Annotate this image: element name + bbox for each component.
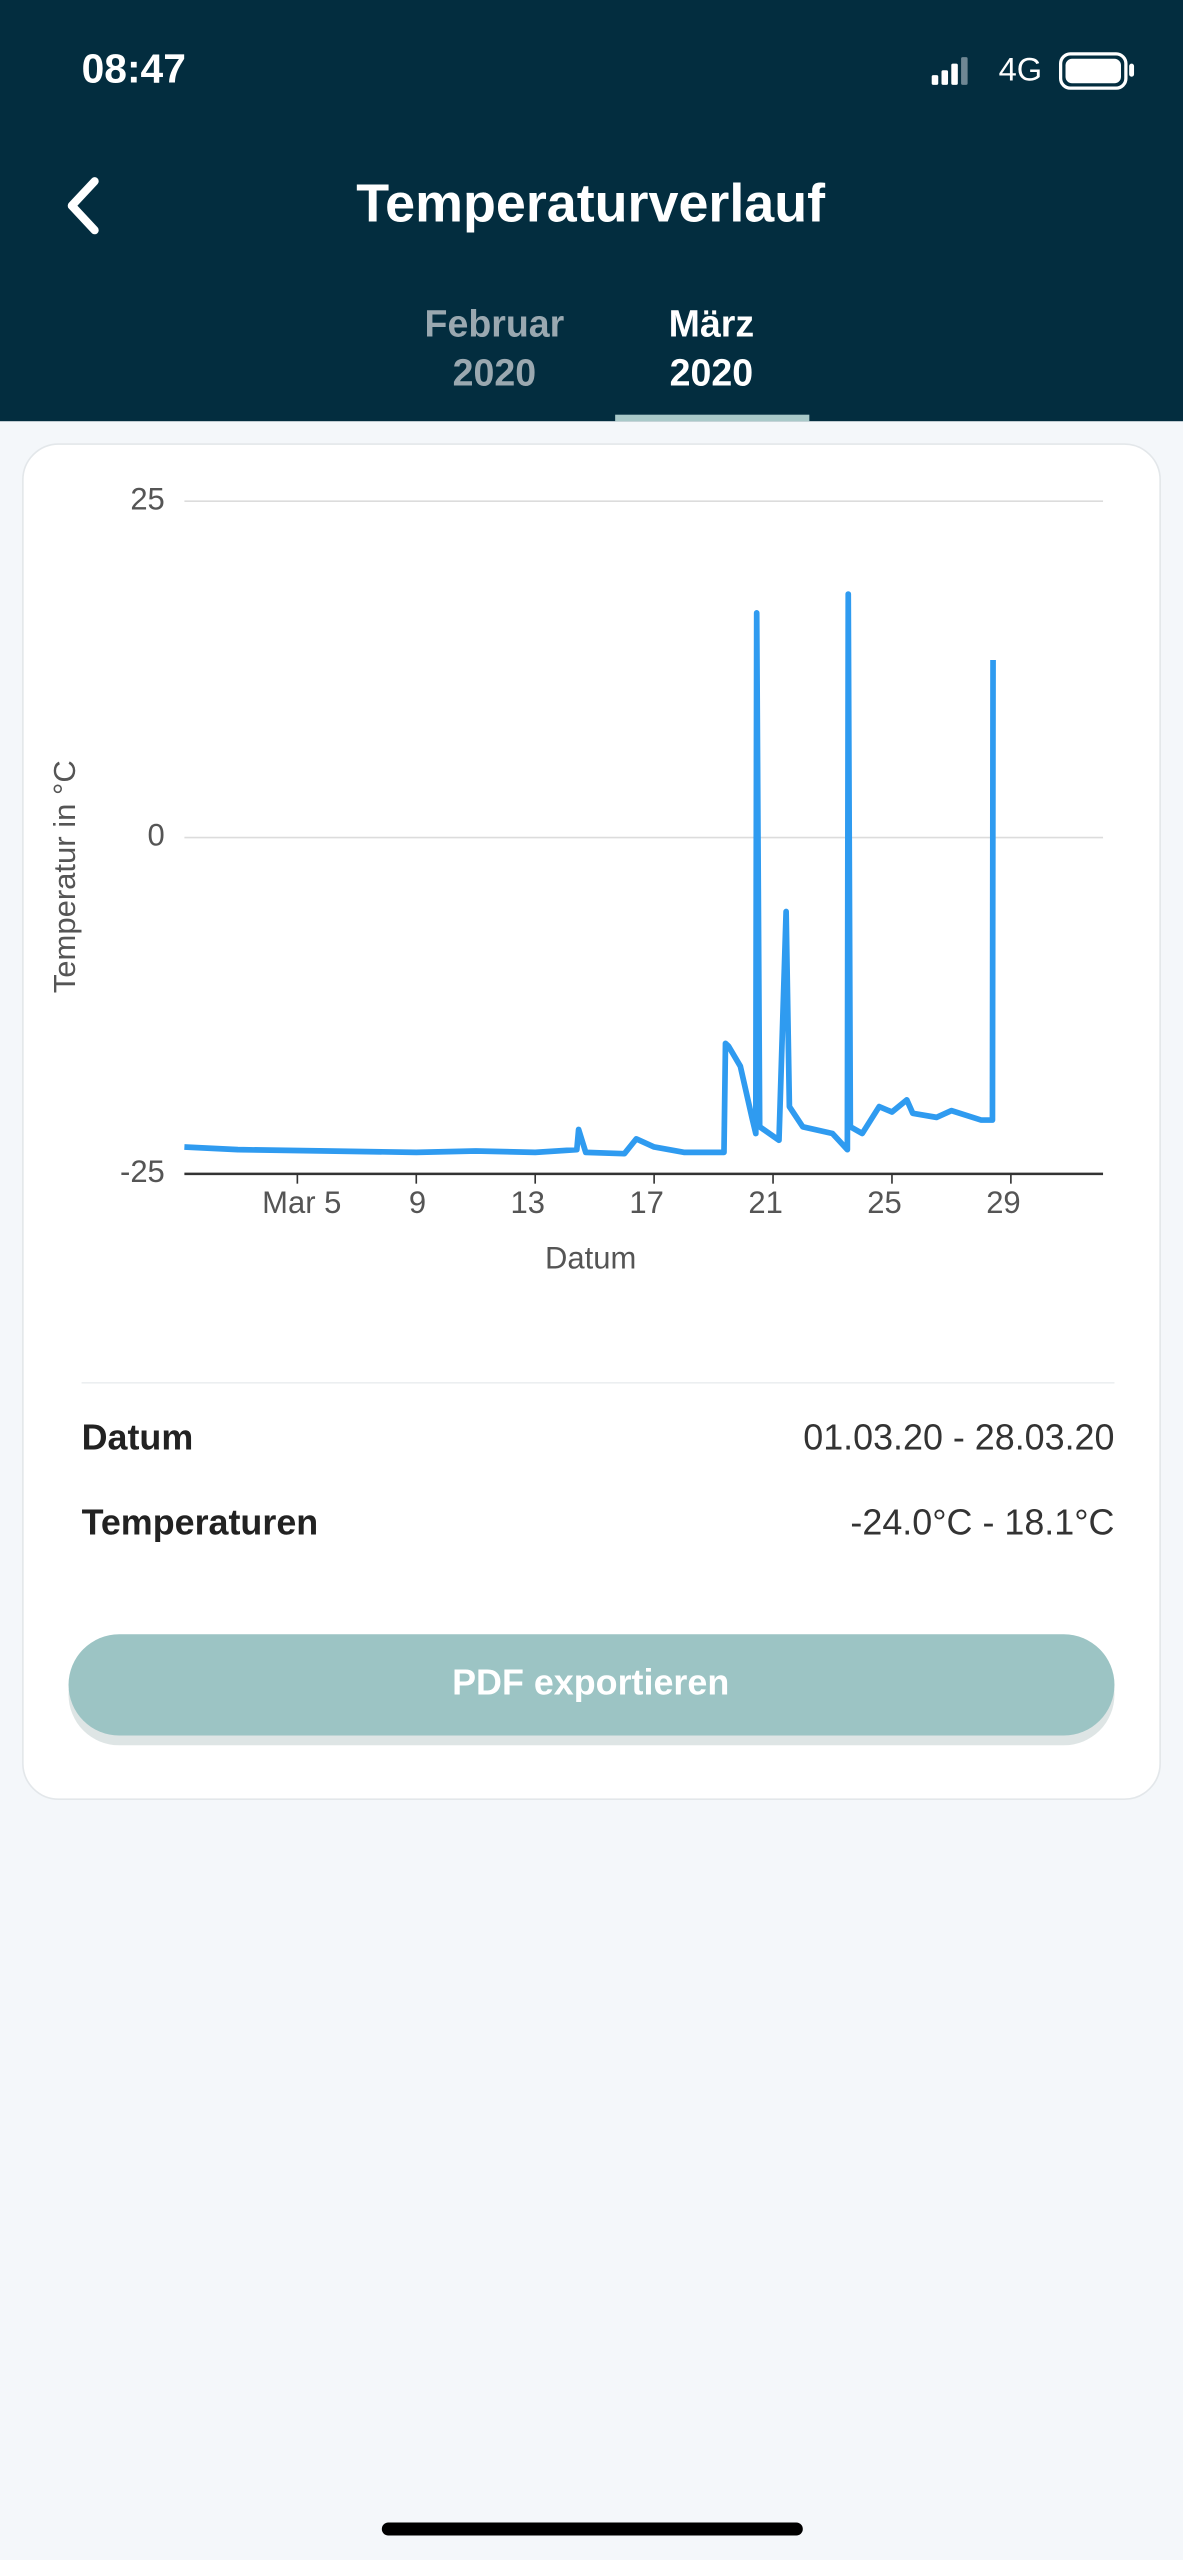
summary-label: Temperaturen [82, 1502, 319, 1542]
x-axis-label: Datum [545, 1241, 636, 1276]
y-tick-label: 0 [148, 818, 165, 853]
status-network: 4G [999, 50, 1043, 87]
app-bar [0, 0, 1183, 422]
x-tick-label: 21 [748, 1185, 782, 1220]
summary-value: -24.0°C - 18.1°C [850, 1502, 1114, 1542]
y-axis-label: Temperatur in °C [47, 760, 82, 993]
tab[interactable]: März 2020 [669, 302, 754, 393]
x-tick-label: 29 [986, 1185, 1020, 1220]
x-tick-label: Mar 5 [262, 1185, 341, 1220]
status-time: 08:47 [82, 46, 186, 92]
tab-indicator [615, 414, 810, 422]
tab-year: 2020 [453, 351, 536, 393]
x-tick-label: 9 [409, 1185, 426, 1220]
tab-month: Februar [425, 302, 565, 344]
summary-value: 01.03.20 - 28.03.20 [803, 1417, 1114, 1457]
x-tick-label: 25 [867, 1185, 901, 1220]
chart: 25 0 -25 Mar 5 9 13 17 21 25 29 [120, 481, 1104, 1220]
tab-year: 2020 [670, 351, 753, 393]
tab-month: März [669, 302, 754, 344]
home-indicator [381, 2522, 803, 2536]
back-button[interactable] [67, 177, 99, 235]
export-button[interactable]: PDF exportieren [68, 1634, 1115, 1746]
card [22, 443, 1161, 1800]
summary-label: Datum [82, 1417, 194, 1457]
screen-title: Temperaturverlauf [356, 174, 826, 234]
battery-icon [1058, 52, 1135, 90]
button-label: PDF exportieren [452, 1662, 729, 1702]
y-tick-label: 25 [130, 481, 164, 516]
y-tick-label: -25 [120, 1154, 165, 1189]
signal-icon [931, 57, 968, 85]
x-tick-label: 17 [629, 1185, 663, 1220]
x-tick-label: 13 [511, 1185, 545, 1220]
tab[interactable]: Februar 2020 [425, 302, 565, 393]
data-line [184, 591, 996, 1157]
